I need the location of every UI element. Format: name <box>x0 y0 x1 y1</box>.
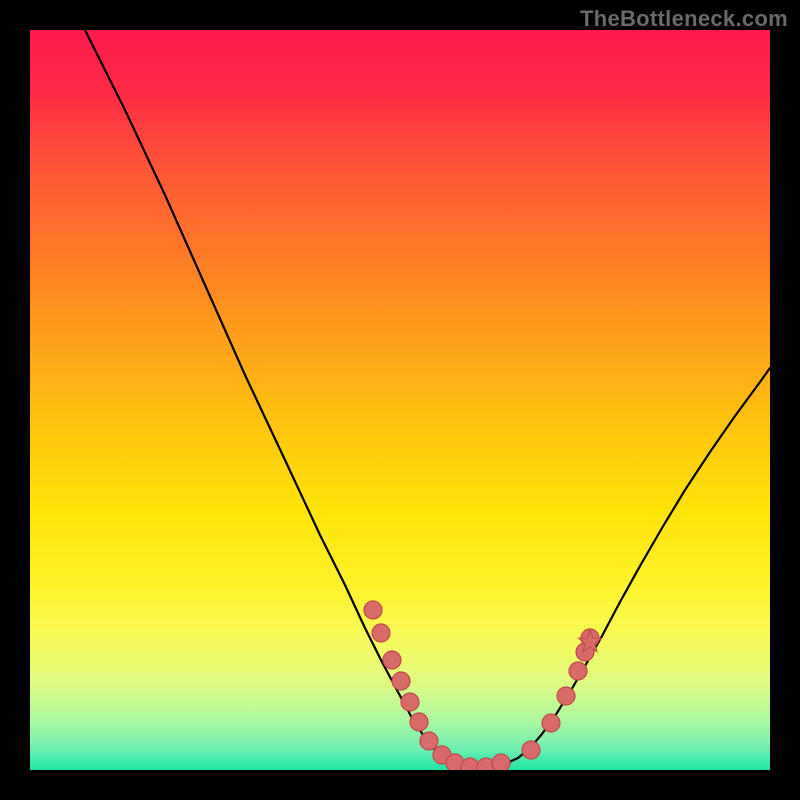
data-marker <box>461 758 479 770</box>
data-marker <box>372 624 390 642</box>
data-marker <box>383 651 401 669</box>
data-marker <box>492 754 510 770</box>
data-marker <box>364 601 382 619</box>
watermark-text: TheBottleneck.com <box>580 6 788 32</box>
data-marker <box>542 714 560 732</box>
chart-container: TheBottleneck.com <box>0 0 800 800</box>
data-marker <box>557 687 575 705</box>
data-marker <box>420 732 438 750</box>
data-marker <box>410 713 428 731</box>
plot-svg <box>30 30 770 770</box>
plot-area <box>30 30 770 770</box>
data-marker <box>569 662 587 680</box>
data-marker <box>522 741 540 759</box>
data-marker <box>401 693 419 711</box>
data-marker <box>392 672 410 690</box>
